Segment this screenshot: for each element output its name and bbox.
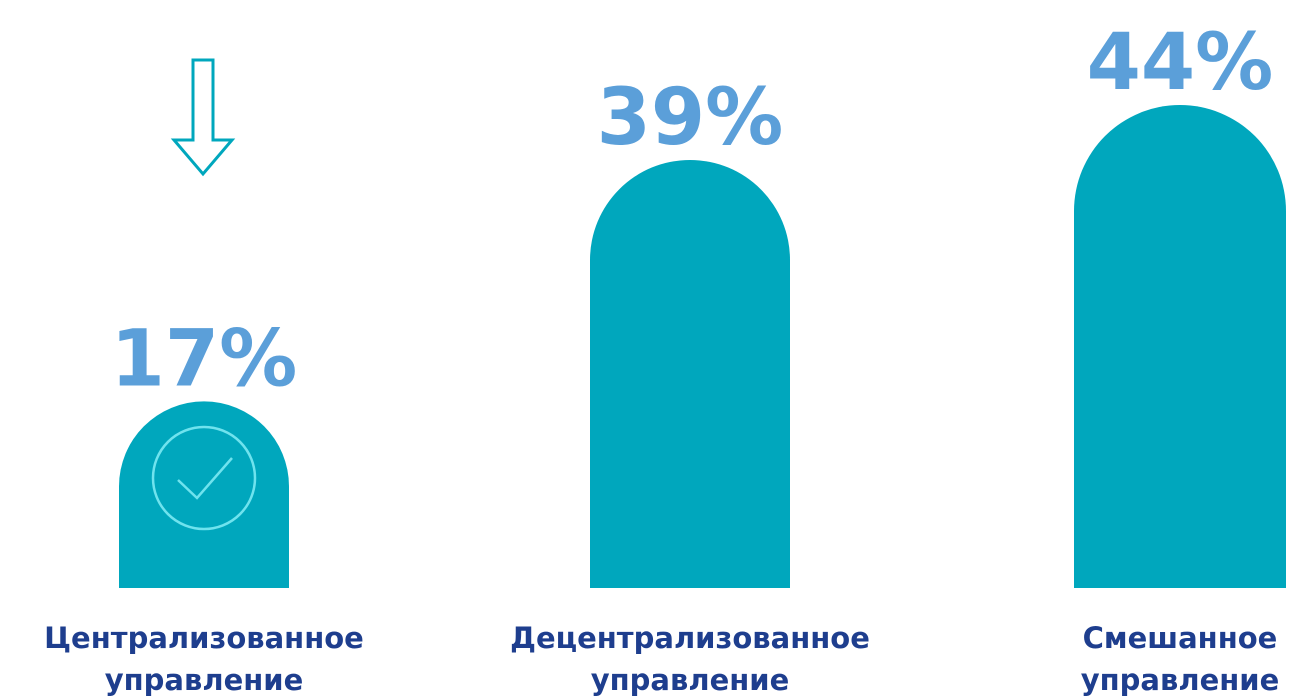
value-label: 39% (597, 73, 784, 163)
bar (590, 159, 790, 588)
check-mark (177, 457, 233, 500)
bar (119, 401, 289, 588)
arrow-icon (170, 58, 236, 177)
category-label: Децентрализованное управление (510, 621, 870, 697)
category-label: Смешанное управление (1081, 621, 1280, 697)
value-label: 17% (111, 314, 298, 404)
category-label: Централизованное управление (44, 621, 364, 697)
check-circle (151, 425, 257, 531)
value-label: 44% (1087, 18, 1274, 108)
bar (1074, 105, 1286, 588)
